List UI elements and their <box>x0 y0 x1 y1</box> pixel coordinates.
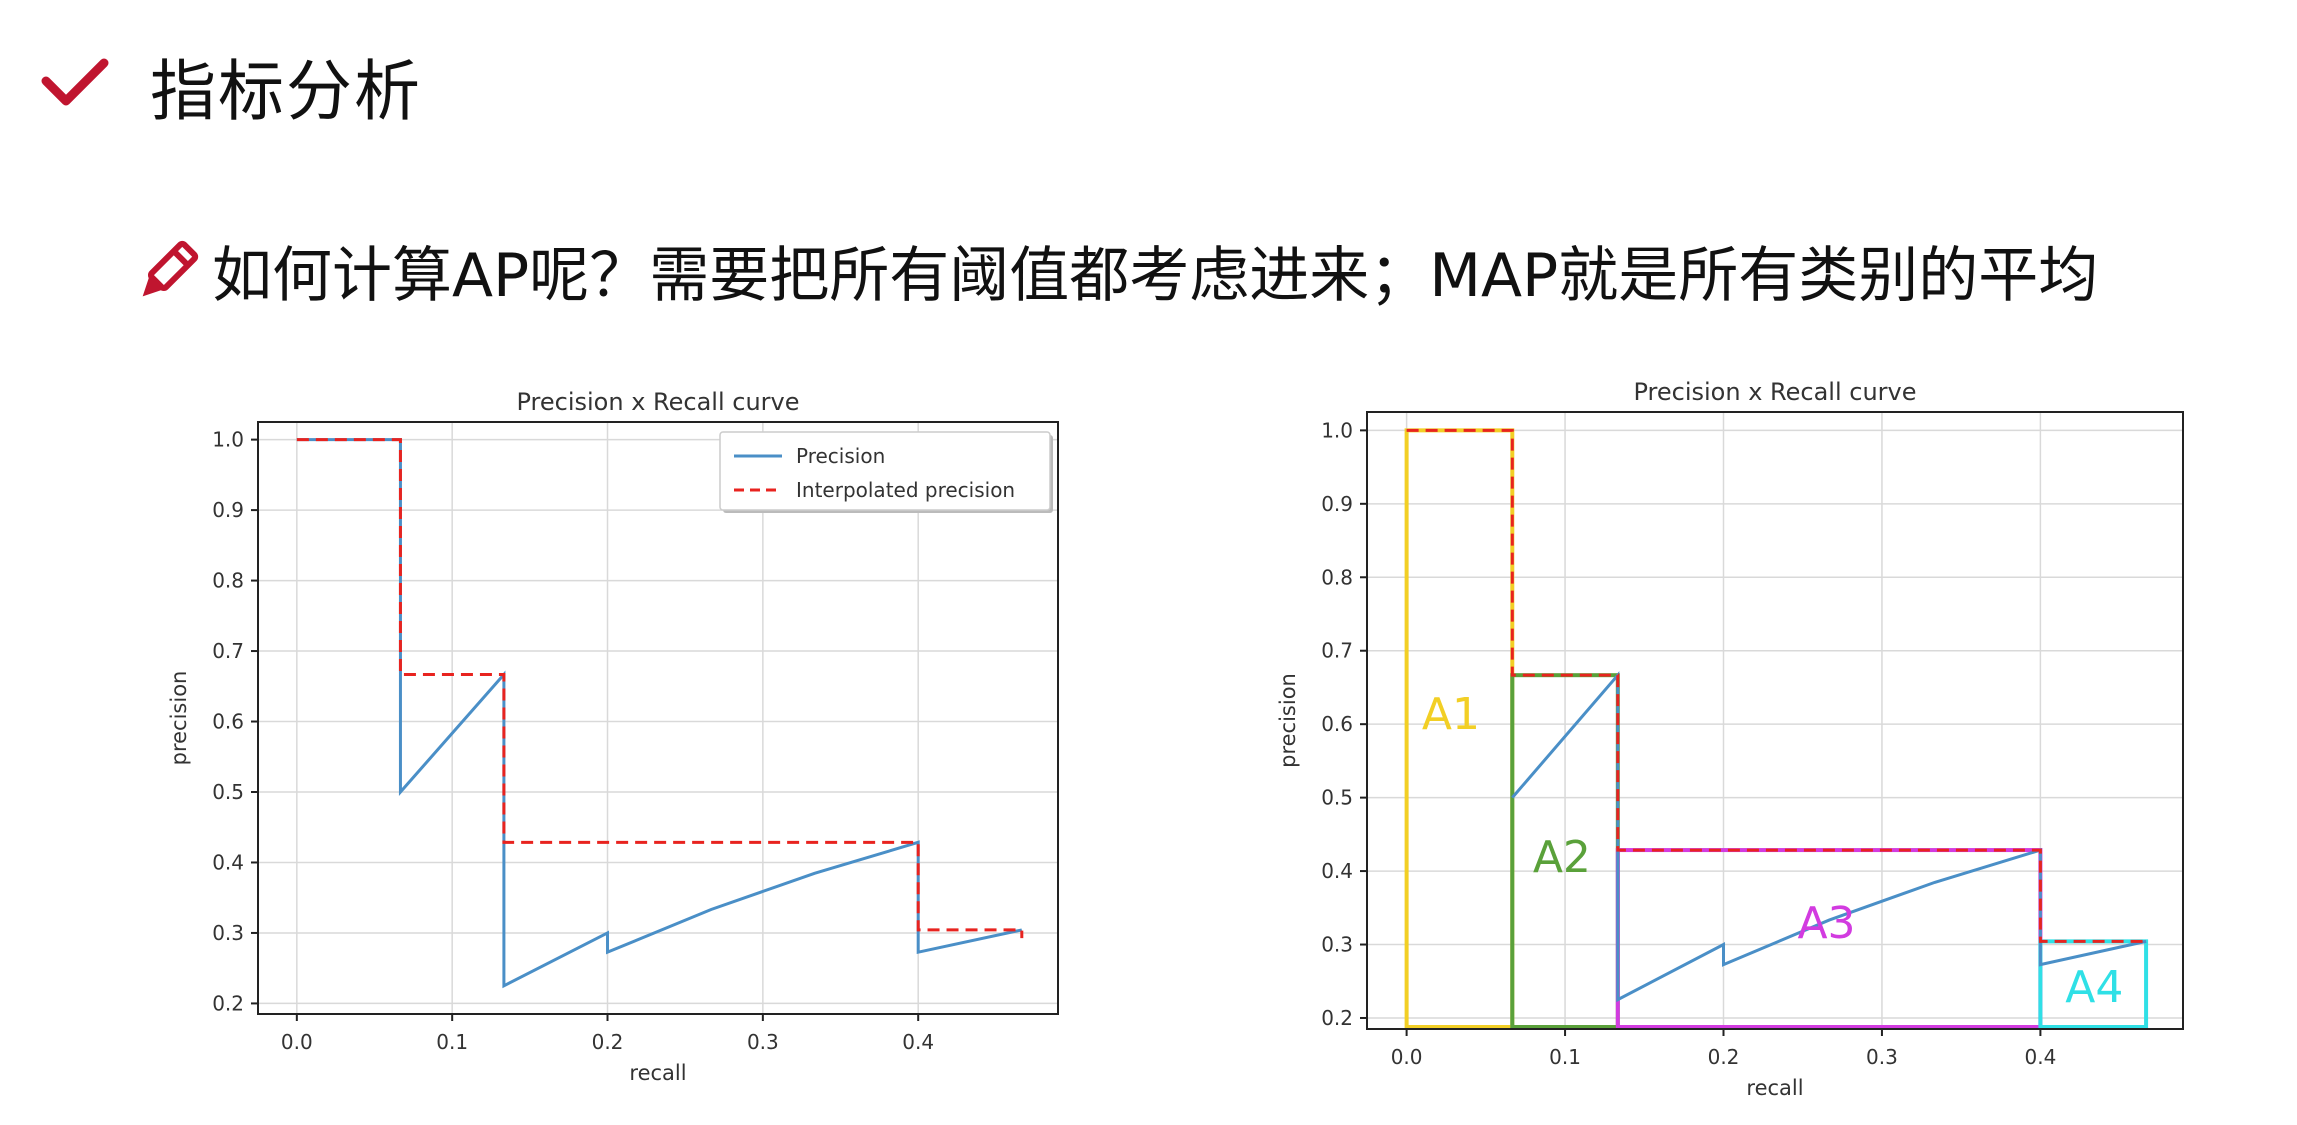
region-label-A1: A1 <box>1422 689 1480 740</box>
y-tick-label: 0.9 <box>212 498 244 522</box>
region-label-A4: A4 <box>2065 962 2123 1013</box>
legend-label-0: Precision <box>796 444 885 468</box>
y-tick-label: 0.5 <box>1321 786 1353 810</box>
chart-title: Precision x Recall curve <box>1633 378 1916 406</box>
y-axis-label: precision <box>1276 673 1300 768</box>
x-axis-label: recall <box>1746 1076 1803 1100</box>
plot-frame <box>1366 411 2184 1030</box>
legend-box <box>719 431 1051 511</box>
y-tick-label: 0.9 <box>1321 492 1353 516</box>
x-tick-label: 0.3 <box>1866 1045 1898 1069</box>
chart-right: A1 A2 A3 A4 0.0 0.1 0.2 0.3 0.4 0.2 0.3 0.4 0.5 0.6 0.… <box>1276 378 2184 1100</box>
y-tick-label: 0.7 <box>1321 639 1353 663</box>
y-tick-label: 1.0 <box>212 428 244 452</box>
check-icon <box>41 58 109 106</box>
x-tick-label: 0.2 <box>592 1030 624 1054</box>
x-tick-label: 0.0 <box>281 1030 313 1054</box>
region-label-A3: A3 <box>1797 898 1855 949</box>
x-axis-label: recall <box>629 1061 686 1085</box>
x-tick-label: 0.3 <box>747 1030 779 1054</box>
x-tick-label: 0.1 <box>1549 1045 1581 1069</box>
y-tick-label: 0.7 <box>212 639 244 663</box>
y-tick-label: 0.5 <box>212 780 244 804</box>
slide-title: 指标分析 <box>150 53 422 130</box>
y-tick-label: 1.0 <box>1321 418 1353 442</box>
series-line-1 <box>296 438 1024 939</box>
region-label-A2: A2 <box>1533 832 1591 883</box>
subtitle: 如何计算AP呢？需要把所有阈值都考虑进来；MAP就是所有类别的平均 <box>212 241 2099 311</box>
y-tick-label: 0.8 <box>1321 565 1353 589</box>
chart-left: 0.0 0.1 0.2 0.3 0.4 0.2 0.3 0.4 0.5 0.6 0.7 0.8 0.9 1… <box>167 388 1059 1085</box>
y-axis-label: precision <box>167 671 191 766</box>
y-tick-label: 0.3 <box>1321 933 1353 957</box>
y-tick-label: 0.3 <box>212 921 244 945</box>
y-tick-label: 0.4 <box>1321 859 1353 883</box>
chart-title: Precision x Recall curve <box>516 388 799 416</box>
y-tick-label: 0.6 <box>212 710 244 734</box>
x-tick-label: 0.4 <box>2024 1045 2056 1069</box>
y-tick-label: 0.4 <box>212 850 244 874</box>
plot-frame <box>257 421 1059 1015</box>
series-line-0 <box>296 438 1023 989</box>
y-tick-label: 0.8 <box>212 569 244 593</box>
y-tick-label: 0.2 <box>1321 1006 1353 1030</box>
x-tick-label: 0.1 <box>436 1030 468 1054</box>
pencil-icon <box>142 240 199 297</box>
x-tick-label: 0.4 <box>902 1030 934 1054</box>
y-tick-label: 0.2 <box>212 991 244 1015</box>
x-tick-label: 0.2 <box>1708 1045 1740 1069</box>
y-tick-label: 0.6 <box>1321 712 1353 736</box>
legend-label-1: Interpolated precision <box>796 478 1015 502</box>
series-line-1 <box>1406 428 2147 943</box>
x-tick-label: 0.0 <box>1391 1045 1423 1069</box>
